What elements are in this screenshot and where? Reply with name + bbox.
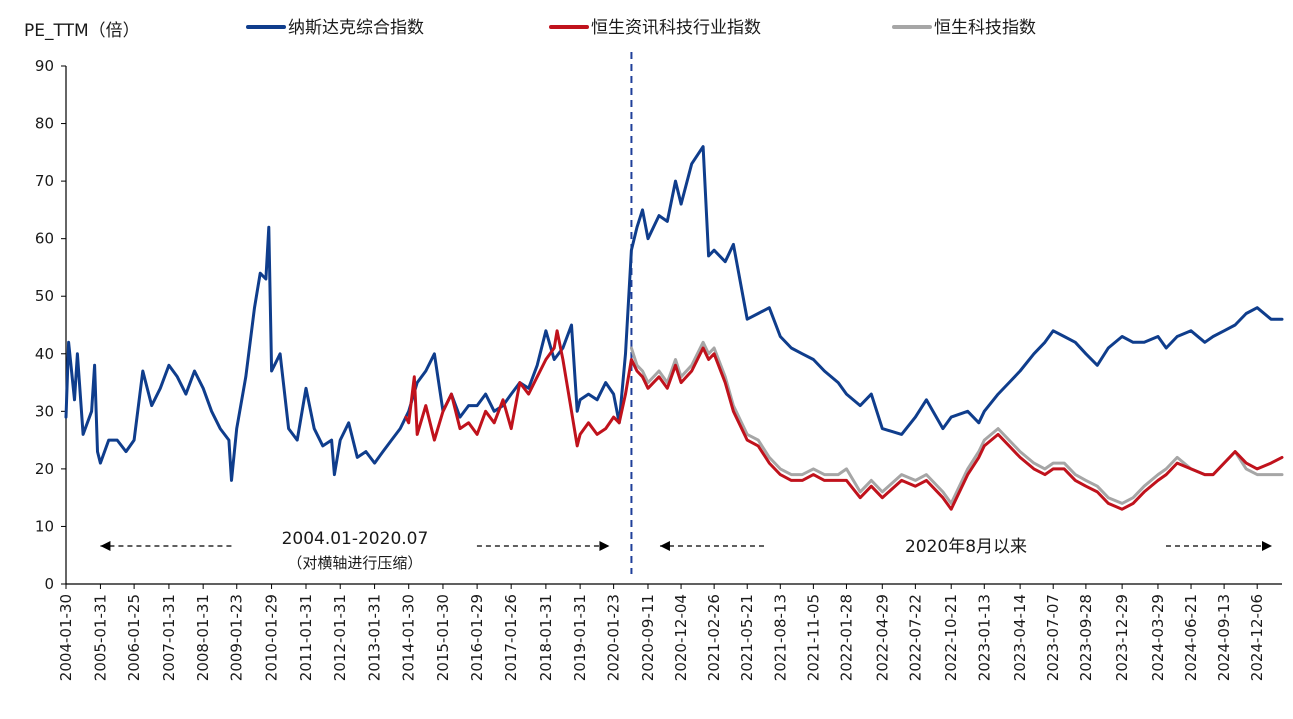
x-tick-label: 2008-01-31	[194, 594, 212, 681]
series-layer	[64, 145, 1284, 511]
x-tick-label: 2020-12-04	[672, 594, 690, 681]
x-tick-label: 2011-01-31	[297, 594, 315, 681]
legend: 纳斯达克综合指数 恒生资讯科技行业指数 恒生科技指数	[246, 18, 1036, 38]
annotation-layer: 2004.01-2020.07 （对横轴进行压缩） 2020年8月以来	[100, 529, 1272, 572]
x-tick-label: 2022-10-21	[942, 594, 960, 681]
x-tick-label: 2018-01-31	[537, 594, 555, 681]
x-tick-label: 2023-04-14	[1011, 594, 1029, 681]
x-tick-label: 2021-02-26	[705, 594, 723, 681]
x-tick-label: 2024-06-21	[1182, 594, 1200, 681]
y-tick-label: 50	[35, 287, 54, 305]
x-tick-label: 2013-01-31	[366, 594, 384, 681]
annotation-arrowhead	[659, 541, 670, 551]
x-tick-label: 2021-08-13	[771, 594, 789, 681]
y-tick-label: 30	[35, 402, 54, 420]
legend-label: 纳斯达克综合指数	[288, 18, 424, 38]
annotation-arrowhead	[599, 541, 610, 551]
annotation-label: 2004.01-2020.07	[282, 529, 429, 549]
x-tick-label: 2024-03-29	[1149, 594, 1167, 681]
y-tick-label: 90	[35, 57, 54, 75]
x-tick-label: 2024-09-13	[1215, 594, 1233, 681]
y-tick-label: 20	[35, 460, 54, 478]
annotation-label: 2020年8月以来	[905, 537, 1027, 557]
x-tick-label: 2020-01-23	[605, 594, 623, 681]
x-tick-label: 2007-01-31	[160, 594, 178, 681]
y-tick-label: 70	[35, 172, 54, 190]
x-tick-label: 2022-07-22	[906, 594, 924, 681]
annotation-sublabel: （对横轴进行压缩）	[287, 554, 422, 572]
annotation-arrowhead	[1262, 541, 1272, 551]
x-tick-label: 2005-01-31	[91, 594, 109, 681]
x-tick-label: 2004-01-30	[57, 594, 75, 681]
series-line	[629, 340, 1284, 505]
y-tick-label: 60	[35, 230, 54, 248]
x-tick-label: 2022-01-28	[837, 594, 855, 681]
y-tick-label: 10	[35, 517, 54, 535]
annotation-arrowhead	[100, 541, 111, 551]
x-tick-label: 2006-01-25	[125, 594, 143, 681]
x-tick-label: 2016-01-29	[468, 594, 486, 681]
y-tick-label: 0	[44, 575, 54, 593]
legend-label: 恒生科技指数	[934, 18, 1036, 38]
y-axis-label: PE_TTM（倍）	[24, 21, 140, 41]
x-tick-label: 2012-01-31	[331, 594, 349, 681]
x-tick-label: 2023-07-07	[1044, 594, 1062, 681]
series-line	[64, 145, 1284, 482]
x-tick-label: 2021-05-21	[738, 594, 756, 681]
axes: 0 10 20 30 40 50 60 70 80 90 2004-01-30 2005-01-31 2…	[35, 52, 1282, 681]
x-tick-label: 2014-01-30	[400, 594, 418, 681]
y-tick-label: 40	[35, 345, 54, 363]
x-tick-label: 2023-12-29	[1113, 594, 1131, 681]
x-tick-label: 2017-01-26	[502, 594, 520, 681]
x-tick-label: 2009-01-23	[228, 594, 246, 681]
x-tick-label: 2021-11-05	[804, 594, 822, 681]
y-tick-label: 80	[35, 115, 54, 133]
x-tick-label: 2023-09-28	[1077, 594, 1095, 681]
x-tick-label: 2020-09-11	[639, 594, 657, 681]
x-tick-label: 2022-04-29	[873, 594, 891, 681]
series-line	[404, 329, 1284, 511]
legend-label: 恒生资讯科技行业指数	[591, 18, 761, 38]
x-tick-label: 2024-12-06	[1248, 594, 1266, 681]
x-tick-label: 2010-01-29	[263, 594, 281, 681]
x-tick-label: 2015-01-30	[434, 594, 452, 681]
x-tick-label: 2019-01-31	[571, 594, 589, 681]
x-tick-label: 2023-01-13	[975, 594, 993, 681]
